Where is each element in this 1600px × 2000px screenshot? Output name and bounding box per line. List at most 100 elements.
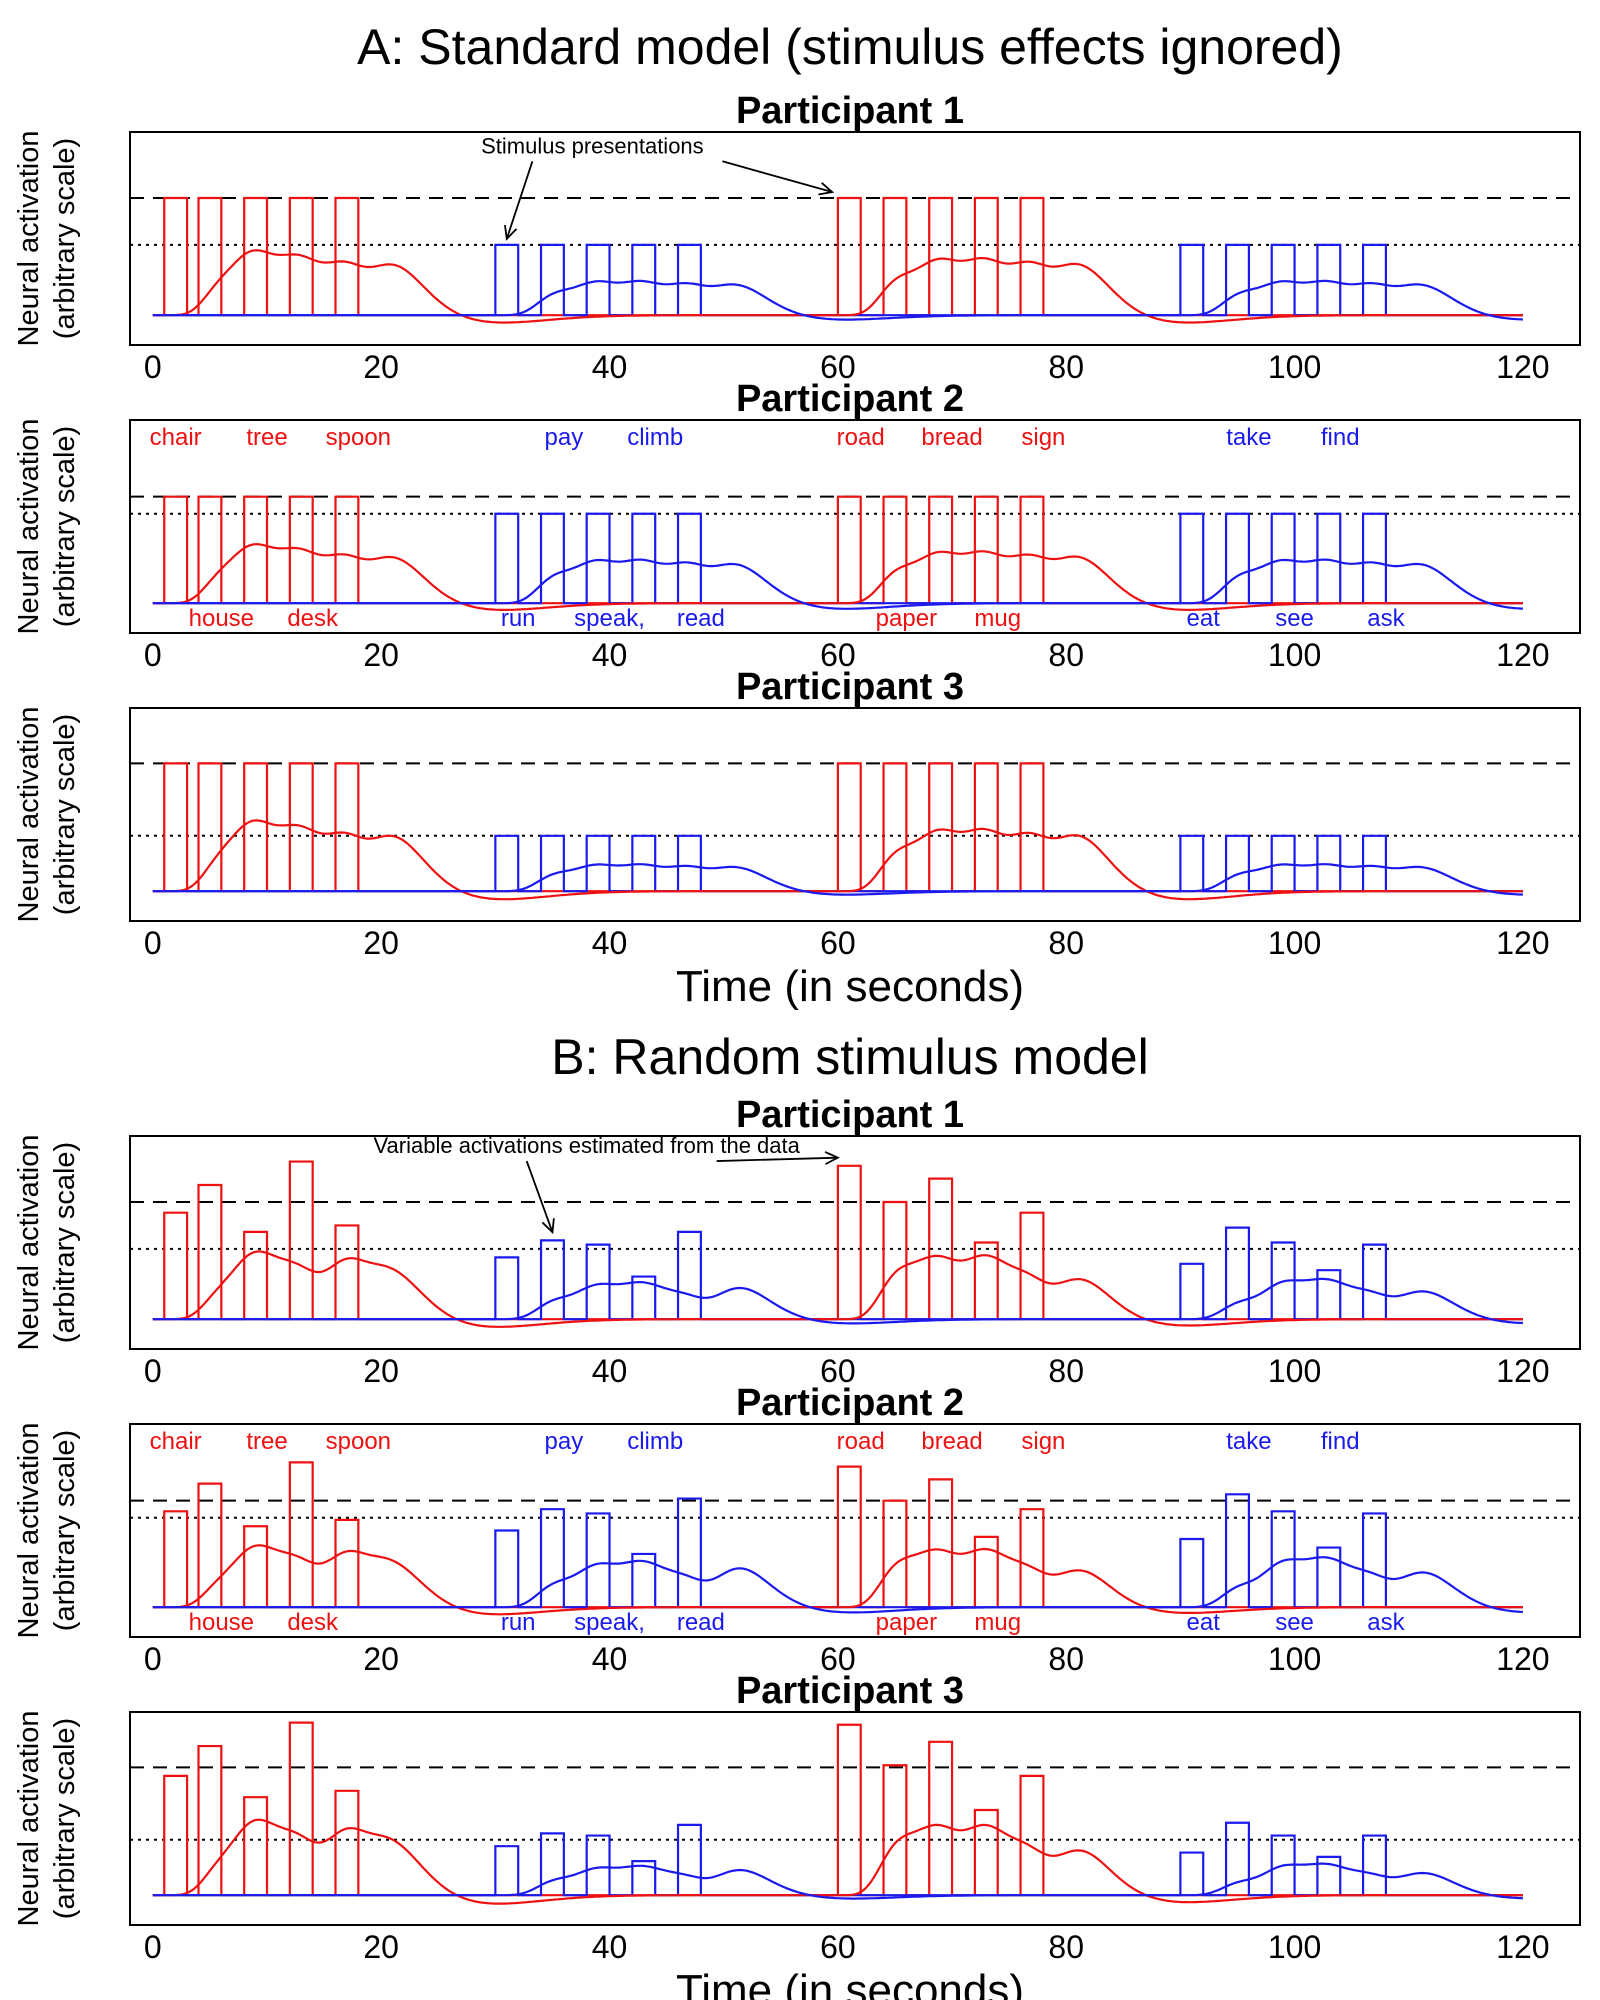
stimulus-word-label: desk	[287, 605, 339, 632]
stimulus-word-label: speak,	[574, 605, 645, 632]
stimulus-word-label: road	[837, 1428, 885, 1455]
panel-b-1: Participant 1 0 20 40 60 80 100 120 Neural activ…	[13, 1094, 1581, 1389]
stimulus-word-label: take	[1226, 1428, 1271, 1455]
stimulus-word-label: find	[1321, 424, 1360, 451]
annotation-text: Stimulus presentations	[481, 133, 704, 158]
x-tick-label: 80	[1048, 637, 1084, 673]
stimulus-word-label: take	[1226, 424, 1271, 451]
stimulus-word-label: run	[501, 1609, 536, 1636]
stimulus-word-label: read	[677, 605, 725, 632]
x-tick-label: 20	[363, 925, 399, 961]
plot-area	[130, 762, 1580, 901]
annotation-arrowhead	[818, 182, 835, 196]
stimulus-word-label: ask	[1367, 1609, 1405, 1636]
x-tick-label: 60	[820, 349, 856, 385]
x-tick-label: 40	[592, 1353, 628, 1389]
x-tick-label: 120	[1496, 1641, 1549, 1677]
blue-stimulus-series	[152, 512, 1523, 605]
annotation-arrowhead	[824, 1151, 840, 1165]
panel-a-1: Participant 1 0 20 40 60 80 100 120 Neural activ…	[13, 90, 1581, 385]
stimulus-word-label: eat	[1187, 1609, 1221, 1636]
red-response-curve	[152, 1250, 1523, 1328]
panel-frame	[129, 1423, 1581, 1638]
x-tick-label: 0	[144, 925, 162, 961]
x-tick-label: 40	[592, 349, 628, 385]
stimulus-word-label: ask	[1367, 605, 1405, 632]
x-tick-label: 120	[1496, 1929, 1549, 1965]
x-tick-label: 60	[820, 1641, 856, 1677]
x-tick-label: 40	[592, 1929, 628, 1965]
stimulus-word-label: spoon	[326, 1428, 391, 1455]
blue-response-curve	[152, 558, 1523, 610]
y-axis-label: Neural activation (arbitrary scale)	[13, 1423, 81, 1639]
x-axis-label: Time (in seconds)	[676, 1966, 1024, 2000]
stimulus-word-label: see	[1275, 605, 1314, 632]
panel-b-2: Participant 2 0 20 40 60 80 100 120 Neural activ…	[13, 1382, 1581, 1677]
annotation-arrow	[722, 160, 833, 193]
x-tick-label: 80	[1048, 1353, 1084, 1389]
plot-area	[130, 1160, 1580, 1328]
stimulus-word-label: pay	[545, 1428, 584, 1455]
stimulus-word-label: bread	[921, 1428, 982, 1455]
x-tick-label: 0	[144, 1353, 162, 1389]
x-tick-label: 120	[1496, 925, 1549, 961]
x-tick-label: 100	[1268, 349, 1321, 385]
x-tick-label: 100	[1268, 925, 1321, 961]
x-tick-label: 0	[144, 1641, 162, 1677]
panel-a-3: Participant 3 0 20 40 60 80 100 120 Neural activ…	[13, 666, 1581, 1011]
panel-b-3: Participant 3 0 20 40 60 80 100 120 Neural activ…	[13, 1670, 1581, 2000]
stimulus-word-label: eat	[1187, 605, 1221, 632]
x-tick-label: 60	[820, 1929, 856, 1965]
panels: Participant 1 0 20 40 60 80 100 120 Neural activ…	[13, 90, 1581, 2000]
x-tick-label: 20	[363, 1353, 399, 1389]
stimulus-word-label: climb	[627, 424, 683, 451]
x-tick-label: 20	[363, 1929, 399, 1965]
stimulus-word-label: see	[1275, 1609, 1314, 1636]
panel-frame	[129, 131, 1581, 346]
x-tick-label: 120	[1496, 349, 1549, 385]
plot-area	[130, 1461, 1580, 1616]
stimulus-word-label: mug	[974, 1609, 1021, 1636]
stimulus-word-label: run	[501, 605, 536, 632]
panel-frame	[129, 1711, 1581, 1926]
blue-response-curve	[152, 1277, 1523, 1325]
red-response-curve	[152, 1818, 1523, 1905]
stimulus-word-label: house	[189, 605, 254, 632]
plot-area	[130, 196, 1580, 324]
x-tick-label: 80	[1048, 1929, 1084, 1965]
x-axis-label: Time (in seconds)	[676, 962, 1024, 1011]
red-response-curve	[152, 249, 1523, 324]
panel-frame	[129, 707, 1581, 922]
blue-response-curve	[152, 1556, 1523, 1614]
x-tick-label: 60	[820, 637, 856, 673]
panel-title: Participant 2	[736, 378, 964, 420]
red-stimulus-series	[152, 762, 1523, 893]
stimulus-word-label: sign	[1021, 424, 1065, 451]
stimulus-word-label: desk	[287, 1609, 339, 1636]
y-axis-label: Neural activation (arbitrary scale)	[13, 131, 81, 347]
stimulus-word-label: paper	[876, 1609, 937, 1636]
x-tick-label: 20	[363, 1641, 399, 1677]
annotation-arrowhead	[504, 224, 518, 241]
stimulus-word-label: find	[1321, 1428, 1360, 1455]
red-stimulus-series	[152, 1461, 1523, 1609]
stimulus-word-label: tree	[246, 1428, 287, 1455]
annotation-text: Variable activations estimated from the …	[374, 1133, 801, 1158]
stimulus-word-label: pay	[545, 424, 584, 451]
x-tick-label: 0	[144, 637, 162, 673]
x-tick-label: 120	[1496, 637, 1549, 673]
section-b-title: B: Random stimulus model	[551, 1029, 1148, 1085]
blue-stimulus-series	[152, 1493, 1523, 1609]
stimulus-word-label: bread	[921, 424, 982, 451]
blue-response-curve	[152, 1862, 1523, 1900]
panel-a-2: Participant 2 0 20 40 60 80 100 120 Neural activ…	[13, 378, 1581, 673]
annotation-arrow	[505, 161, 534, 240]
y-axis-label: Neural activation (arbitrary scale)	[13, 707, 81, 923]
stimulus-word-label: chair	[150, 1428, 202, 1455]
y-axis-label: Neural activation (arbitrary scale)	[13, 1711, 81, 1927]
stimulus-word-label: chair	[150, 424, 202, 451]
x-tick-label: 20	[363, 637, 399, 673]
stimulus-word-label: paper	[876, 605, 937, 632]
stimulus-word-label: mug	[974, 605, 1021, 632]
